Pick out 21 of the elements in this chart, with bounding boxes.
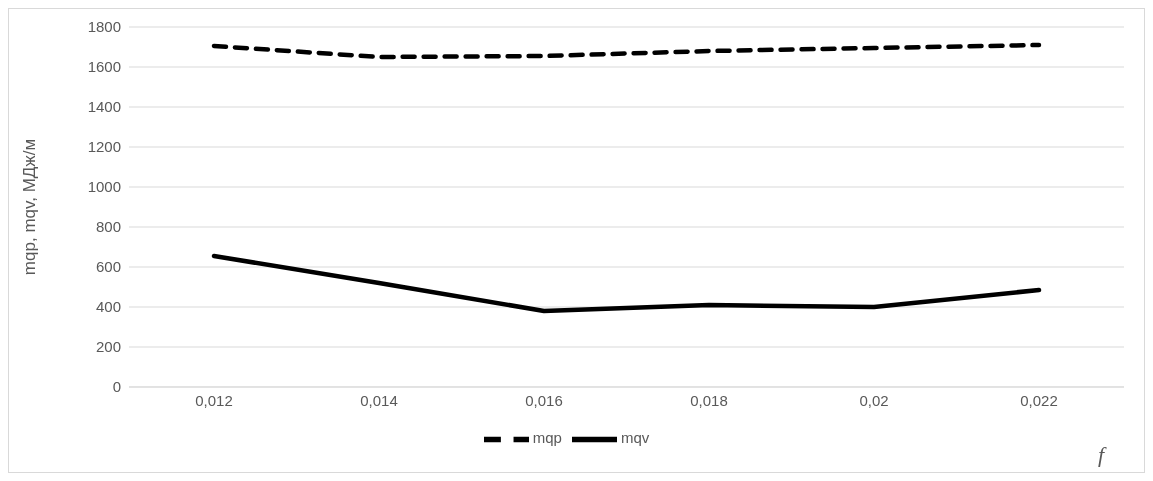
y-tick-label: 600 <box>95 258 121 276</box>
x-tick-label: 0,022 <box>1020 391 1058 409</box>
legend-label: mqp <box>532 429 562 447</box>
y-tick-label: 1800 <box>87 18 121 36</box>
x-tick-label: 0,02 <box>859 391 889 409</box>
x-tick-label: 0,016 <box>525 391 563 409</box>
line-series <box>211 253 1042 314</box>
y-tick-label: 400 <box>95 298 121 316</box>
x-tick-label: 0,018 <box>690 391 728 409</box>
y-tick-label: 1000 <box>87 178 121 196</box>
line-series <box>211 42 1042 60</box>
y-tick-label: 1400 <box>87 98 121 116</box>
y-tick-label: 1600 <box>87 58 121 76</box>
legend-label: mqv <box>620 429 650 447</box>
x-tick-label: 0,014 <box>360 391 398 409</box>
y-tick-label: 1200 <box>87 138 121 156</box>
y-tick-label: 0 <box>112 378 121 396</box>
y-axis-title: mqp, mqv, МДж/м <box>20 138 40 276</box>
x-tick-label: 0,012 <box>195 391 233 409</box>
y-tick-label: 200 <box>95 338 121 356</box>
y-tick-label: 800 <box>95 218 121 236</box>
